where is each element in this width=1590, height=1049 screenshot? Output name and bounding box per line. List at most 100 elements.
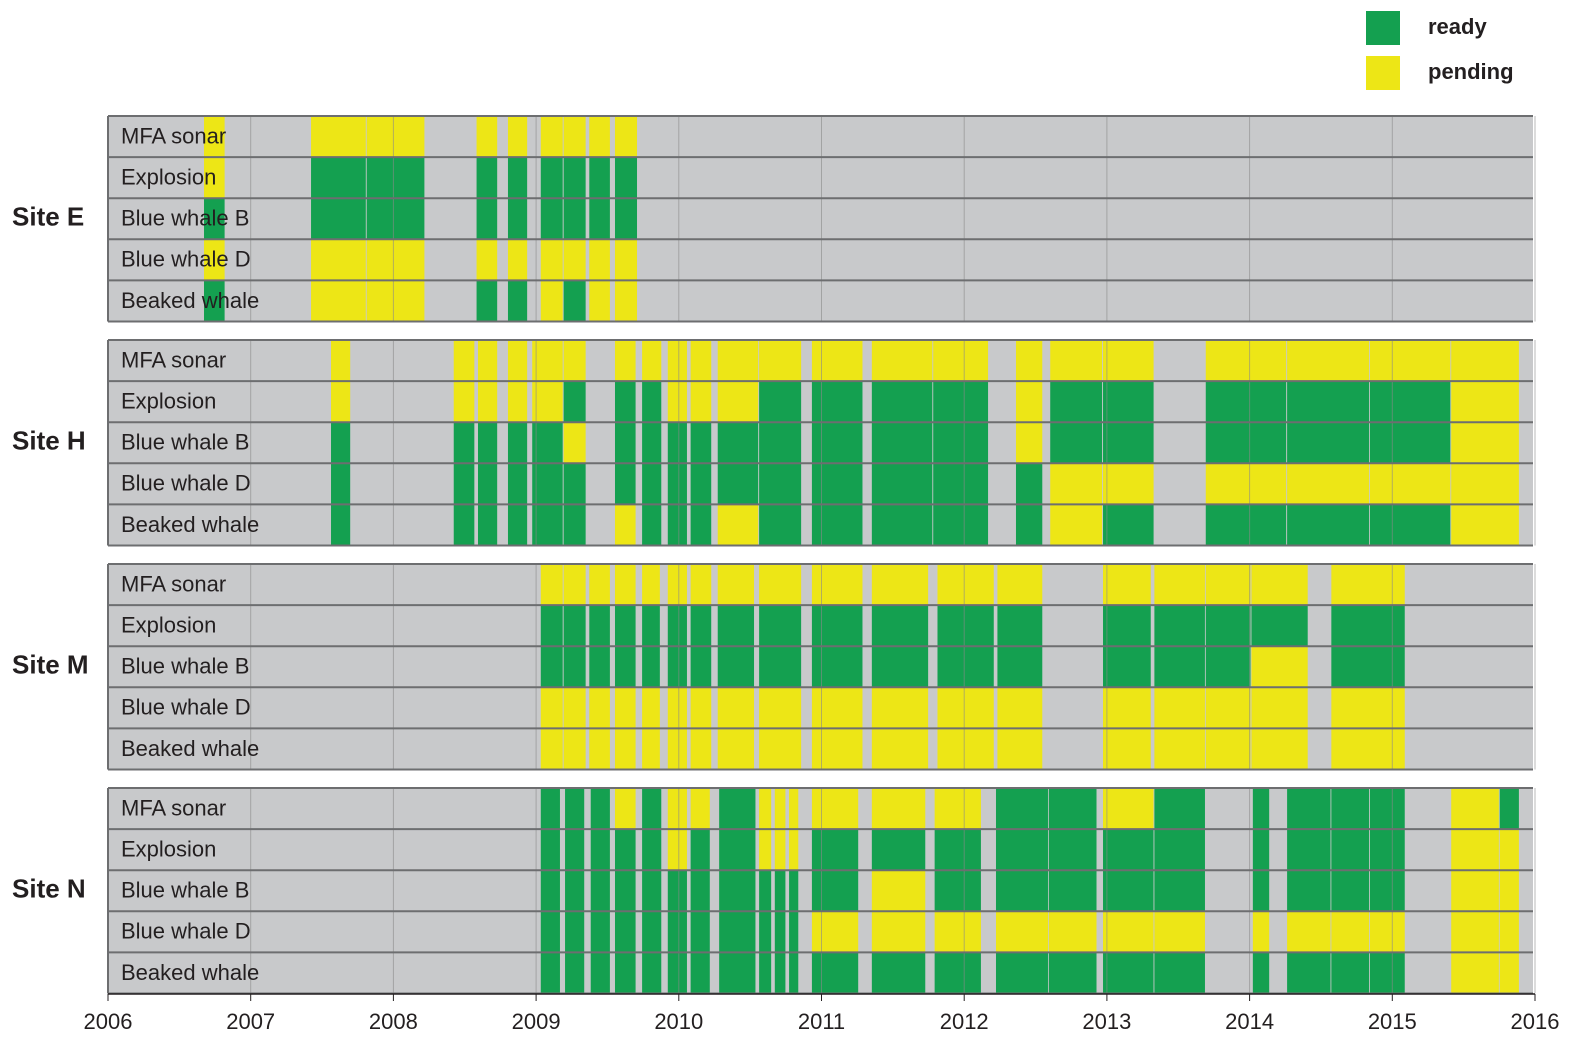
status-segment	[1250, 686, 1309, 729]
status-segment	[666, 421, 688, 464]
status-segment	[507, 462, 528, 505]
status-segment	[1252, 787, 1270, 830]
status-segment	[1153, 686, 1206, 729]
status-segment	[811, 910, 860, 953]
status-segment	[1250, 728, 1309, 770]
status-segment	[871, 728, 929, 770]
status-segment	[614, 197, 638, 240]
status-segment	[641, 728, 661, 770]
status-segment	[475, 115, 498, 158]
row-label: Explosion	[121, 836, 216, 861]
row-label: MFA sonar	[121, 571, 226, 596]
status-segment	[666, 869, 688, 912]
status-segment	[477, 462, 498, 505]
status-segment	[933, 869, 982, 912]
status-segment	[614, 828, 637, 871]
status-segment	[588, 563, 611, 606]
status-segment	[330, 421, 351, 464]
status-segment	[1049, 421, 1104, 464]
status-segment	[871, 339, 934, 382]
status-segment	[996, 645, 1044, 688]
x-tick-label: 2014	[1225, 1009, 1274, 1034]
status-segment	[666, 910, 688, 953]
status-segment	[614, 238, 638, 281]
status-segment	[758, 787, 772, 830]
status-segment	[689, 728, 713, 770]
status-segment	[1498, 787, 1520, 830]
status-segment	[614, 728, 637, 770]
status-segment	[614, 563, 637, 606]
status-segment	[666, 380, 688, 423]
status-segment	[811, 728, 864, 770]
status-segment	[995, 828, 1049, 871]
status-segment	[614, 421, 637, 464]
legend-swatch	[1366, 11, 1400, 45]
status-segment	[1015, 462, 1044, 505]
status-segment	[562, 115, 587, 158]
status-segment	[564, 869, 586, 912]
status-segment	[477, 339, 498, 382]
status-segment	[365, 279, 426, 322]
status-segment	[666, 728, 688, 770]
status-segment	[811, 686, 864, 729]
status-segment	[1498, 952, 1520, 994]
status-segment	[1498, 828, 1520, 871]
status-segment	[716, 563, 755, 606]
status-segment	[562, 462, 587, 505]
status-segment	[811, 421, 864, 464]
status-segment	[1102, 787, 1155, 830]
status-segment	[1450, 952, 1500, 994]
status-segment	[539, 787, 561, 830]
status-segment	[330, 462, 351, 505]
status-segment	[689, 686, 713, 729]
status-segment	[689, 339, 713, 382]
status-segment	[666, 828, 688, 871]
status-segment	[365, 197, 426, 240]
status-segment	[871, 462, 934, 505]
status-segment	[588, 238, 611, 281]
status-segment	[1204, 563, 1252, 606]
status-segment	[477, 380, 498, 423]
status-segment	[1286, 869, 1332, 912]
status-segment	[788, 952, 800, 994]
status-segment	[1450, 910, 1500, 953]
status-segment	[1049, 339, 1104, 382]
status-segment	[1047, 828, 1098, 871]
status-segment	[811, 645, 864, 688]
status-segment	[310, 115, 367, 158]
status-segment	[1330, 604, 1406, 647]
status-segment	[539, 238, 564, 281]
status-segment	[933, 910, 982, 953]
status-segment	[1015, 503, 1044, 546]
status-segment	[1250, 645, 1309, 688]
status-segment	[1450, 787, 1500, 830]
status-segment	[614, 339, 637, 382]
status-segment	[1330, 645, 1406, 688]
status-segment	[995, 910, 1049, 953]
legend-label: ready	[1428, 14, 1487, 39]
x-tick-label: 2011	[798, 1009, 845, 1034]
status-segment	[475, 156, 498, 199]
status-segment	[589, 869, 611, 912]
status-segment	[475, 238, 498, 281]
row-label: Explosion	[121, 388, 216, 413]
row-label: MFA sonar	[121, 123, 226, 148]
row-label: Beaked whale	[121, 512, 259, 537]
status-segment	[641, 462, 663, 505]
status-segment	[1153, 604, 1206, 647]
status-segment	[588, 197, 611, 240]
status-segment	[996, 686, 1044, 729]
status-segment	[932, 339, 989, 382]
status-segment	[758, 828, 772, 871]
status-segment	[1204, 686, 1252, 729]
status-segment	[1286, 952, 1332, 994]
status-segment	[507, 238, 528, 281]
status-segment	[716, 421, 760, 464]
status-segment	[507, 421, 528, 464]
status-segment	[774, 952, 787, 994]
status-segment	[614, 910, 637, 953]
status-segment	[1204, 645, 1252, 688]
status-segment	[562, 728, 587, 770]
status-segment	[365, 156, 426, 199]
status-segment	[539, 115, 564, 158]
